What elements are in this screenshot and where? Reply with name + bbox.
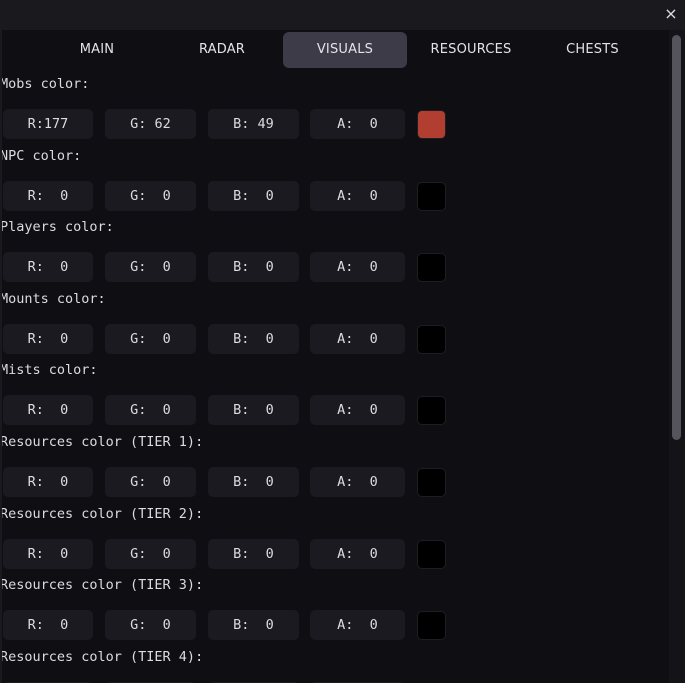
visuals-panel: MAIN RADAR VISUALS RESOURCES CHESTS Mobs col… xyxy=(2,30,669,683)
color-b-input[interactable]: B: 0 xyxy=(208,395,299,426)
tab-radar[interactable]: RADAR xyxy=(198,42,246,57)
color-swatch[interactable] xyxy=(417,181,446,211)
color-r-input[interactable]: R: 0 xyxy=(3,395,93,426)
color-b-input[interactable]: B: 49 xyxy=(208,109,299,139)
color-row-label: NPC color: xyxy=(2,147,82,164)
color-a-input[interactable]: A: 0 xyxy=(310,252,405,283)
color-b-input[interactable]: B: 0 xyxy=(208,252,299,283)
color-g-input[interactable]: G: 62 xyxy=(105,109,196,139)
color-a-input[interactable]: A: 0 xyxy=(310,681,405,683)
color-r-input[interactable]: R: 0 xyxy=(3,538,93,569)
color-a-input[interactable]: A: 0 xyxy=(310,109,405,139)
color-g-input[interactable]: G: 0 xyxy=(105,180,196,211)
tab-chests[interactable]: CHESTS xyxy=(566,42,619,57)
scrollbar-thumb[interactable] xyxy=(672,35,681,440)
color-row-label: Resources color (TIER 1): xyxy=(2,434,204,450)
color-a-input[interactable]: A: 0 xyxy=(310,395,405,426)
color-b-input[interactable]: B: 0 xyxy=(208,681,299,683)
color-b-input[interactable]: B: 0 xyxy=(208,323,299,354)
color-swatch[interactable] xyxy=(417,324,446,354)
color-a-input[interactable]: A: 0 xyxy=(310,180,405,211)
color-row-label: Mists color: xyxy=(2,362,98,379)
color-swatch[interactable] xyxy=(417,253,446,283)
color-a-input[interactable]: A: 0 xyxy=(310,323,405,354)
scrollbar[interactable] xyxy=(669,30,685,683)
color-g-input[interactable]: G: 0 xyxy=(105,467,196,497)
tab-bar: MAIN RADAR VISUALS RESOURCES CHESTS xyxy=(2,30,669,68)
color-r-input[interactable]: R:177 xyxy=(3,109,93,139)
color-row-label: Players color: xyxy=(2,219,114,236)
color-row-label: Resources color (TIER 3): xyxy=(2,577,204,594)
color-b-input[interactable]: B: 0 xyxy=(208,538,299,569)
color-g-input[interactable]: G: 0 xyxy=(105,610,196,641)
color-row-label: Resources color (TIER 4): xyxy=(2,648,204,665)
tab-main[interactable]: MAIN xyxy=(79,42,115,57)
color-swatch[interactable] xyxy=(417,468,446,497)
color-r-input[interactable]: R: 0 xyxy=(3,610,93,641)
color-a-input[interactable]: A: 0 xyxy=(310,538,405,569)
color-g-input[interactable]: G: 0 xyxy=(105,323,196,354)
color-swatch[interactable] xyxy=(417,539,446,569)
color-r-input[interactable]: R: 0 xyxy=(3,467,93,497)
color-row-label: Resources color (TIER 2): xyxy=(2,505,204,522)
color-r-input[interactable]: R: 0 xyxy=(3,180,93,211)
color-row-label: Mounts color: xyxy=(2,290,106,307)
tab-resources[interactable]: RESOURCES xyxy=(430,42,512,57)
color-row-label: Mobs color: xyxy=(2,76,90,92)
color-g-input[interactable]: G: 0 xyxy=(105,681,196,683)
color-g-input[interactable]: G: 0 xyxy=(105,252,196,283)
color-r-input[interactable]: R: 0 xyxy=(3,252,93,283)
color-g-input[interactable]: G: 0 xyxy=(105,538,196,569)
close-icon[interactable]: × xyxy=(664,4,678,23)
tab-visuals[interactable]: VISUALS xyxy=(283,32,407,68)
color-swatch[interactable] xyxy=(417,396,446,426)
color-swatch[interactable] xyxy=(417,110,446,139)
color-r-input[interactable]: R: 0 xyxy=(3,681,93,683)
color-r-input[interactable]: R: 0 xyxy=(3,323,93,354)
color-a-input[interactable]: A: 0 xyxy=(310,467,405,497)
color-g-input[interactable]: G: 0 xyxy=(105,395,196,426)
color-b-input[interactable]: B: 0 xyxy=(208,467,299,497)
color-swatch[interactable] xyxy=(417,611,446,641)
color-b-input[interactable]: B: 0 xyxy=(208,180,299,211)
color-b-input[interactable]: B: 0 xyxy=(208,610,299,641)
color-a-input[interactable]: A: 0 xyxy=(310,610,405,641)
